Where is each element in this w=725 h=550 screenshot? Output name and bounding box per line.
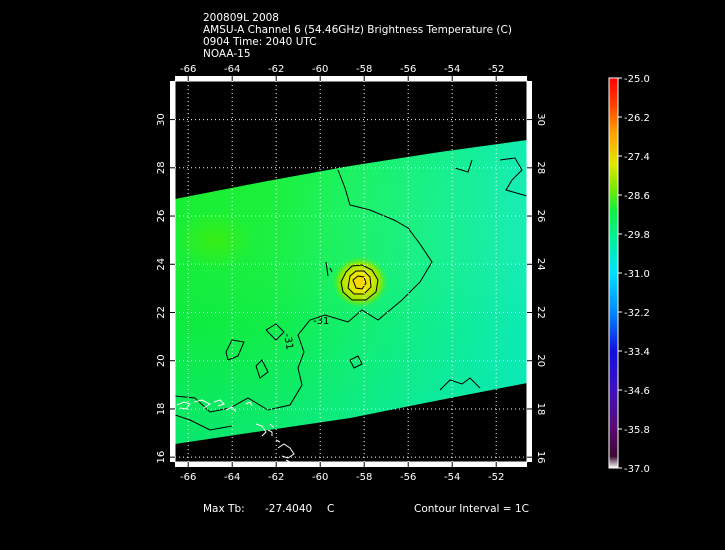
lat-tick-label: 18: [535, 403, 546, 416]
colorbar-label: -33.4: [624, 347, 650, 358]
lat-ticks-left: 16 18 20 22 24 26 28 30: [156, 113, 175, 464]
lat-tick-label: 28: [535, 161, 546, 174]
lat-tick-label: 26: [156, 210, 167, 223]
colorbar-gradient: [608, 77, 619, 469]
colorbar-label: -37.0: [624, 464, 650, 475]
lat-tick-label: 20: [535, 354, 546, 367]
lon-ticks-bottom: -66 -64 -62 -60 -58 -56 -54 -52: [180, 462, 504, 483]
satellite-swath: -31 -31: [175, 140, 527, 444]
lon-tick-label: -56: [400, 472, 416, 483]
left-axis-bar: [170, 81, 175, 462]
graticule: [175, 81, 527, 462]
lon-tick-label: -66: [180, 64, 196, 75]
colorbar-label: -26.2: [624, 113, 650, 124]
colorbar-label: -34.6: [624, 386, 650, 397]
colorbar-label: -29.8: [624, 230, 650, 241]
lon-tick-label: -60: [312, 64, 328, 75]
header-line-3: 0904 Time: 2040 UTC: [203, 36, 317, 48]
lat-tick-label: 18: [156, 403, 167, 416]
lat-tick-label: 16: [535, 451, 546, 464]
lat-tick-label: 28: [156, 161, 167, 174]
lon-tick-label: -58: [356, 64, 372, 75]
lon-tick-label: -52: [488, 64, 504, 75]
contour-label-2: -31: [281, 333, 295, 351]
colorbar-label: -27.4: [624, 152, 650, 163]
lat-tick-label: 30: [535, 113, 546, 126]
contour-label-1: -31: [313, 316, 329, 327]
lat-tick-label: 16: [156, 451, 167, 464]
lat-tick-label: 30: [156, 113, 167, 126]
contour-lines: [175, 157, 527, 431]
top-axis-bar: [175, 76, 527, 81]
contour-interval: Contour Interval = 1C: [414, 503, 529, 515]
right-axis-bar: [527, 81, 532, 462]
header-line-2: AMSU-A Channel 6 (54.46GHz) Brightness T…: [203, 24, 512, 36]
colorbar-label: -35.8: [624, 425, 650, 436]
lon-tick-label: -58: [356, 472, 372, 483]
lon-tick-label: -54: [444, 472, 460, 483]
header-line-1: 200809L 2008: [203, 12, 279, 24]
map-plot: -31 -31: [175, 81, 527, 462]
max-tb-label: Max Tb:: [203, 503, 245, 515]
lat-tick-label: 22: [156, 306, 167, 319]
colorbar-label: -25.0: [624, 74, 650, 85]
lon-tick-label: -64: [224, 64, 240, 75]
coastlines: [176, 399, 295, 462]
lon-tick-label: -62: [268, 64, 284, 75]
lon-tick-label: -62: [268, 472, 284, 483]
lon-tick-label: -54: [444, 64, 460, 75]
lat-tick-label: 24: [156, 258, 167, 271]
colorbar-label: -28.6: [624, 191, 650, 202]
max-tb-unit: C: [327, 503, 334, 515]
colorbar: -25.0 -26.2 -27.4 -28.6 -29.8 -31.0 -32.2 -33.4…: [608, 74, 650, 475]
lon-tick-label: -56: [400, 64, 416, 75]
colorbar-labels: -25.0 -26.2 -27.4 -28.6 -29.8 -31.0 -32.2 -33.4…: [618, 74, 650, 475]
lon-tick-label: -52: [488, 472, 504, 483]
colorbar-label: -31.0: [624, 269, 650, 280]
colorbar-label: -32.2: [624, 308, 650, 319]
lat-ticks-right: 16 18 20 22 24 26 28 30: [527, 113, 546, 464]
lat-tick-label: 24: [535, 258, 546, 271]
lon-tick-label: -64: [224, 472, 240, 483]
lon-tick-label: -66: [180, 472, 196, 483]
lon-tick-label: -60: [312, 472, 328, 483]
lat-tick-label: 26: [535, 210, 546, 223]
bottom-axis-bar: [175, 462, 527, 467]
lat-tick-label: 22: [535, 306, 546, 319]
lat-tick-label: 20: [156, 354, 167, 367]
header-line-4: NOAA-15: [203, 48, 251, 60]
lon-ticks-top: -66 -64 -62 -60 -58 -56 -54 -52: [180, 64, 504, 81]
max-tb-value: -27.4040: [265, 503, 312, 515]
